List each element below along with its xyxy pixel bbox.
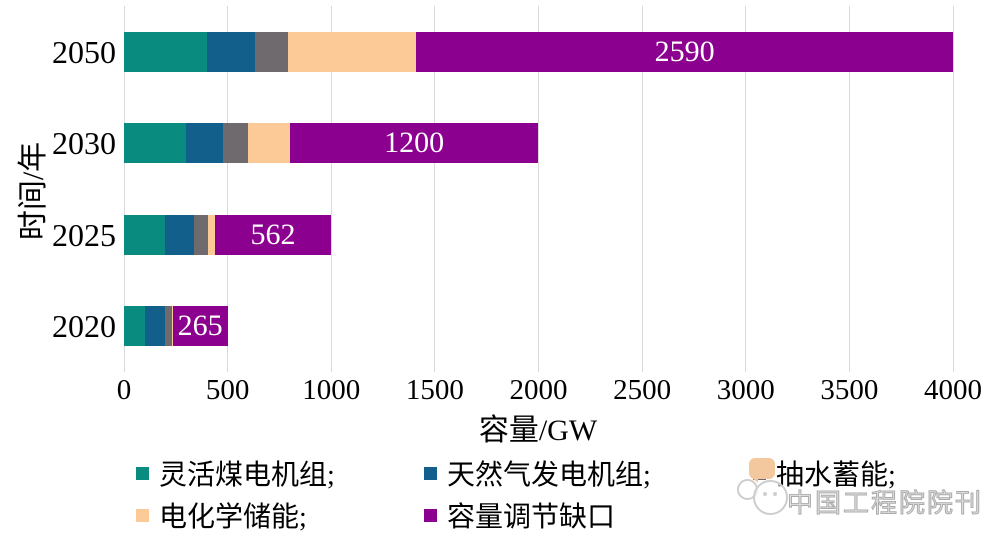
bar-segment-flexible-coal-units	[124, 306, 145, 347]
legend-marker-gas-power-units	[424, 466, 437, 480]
x-gridline	[538, 6, 539, 372]
legend-label-electrochemical-storage: 电化学储能;	[159, 502, 307, 533]
bar-segment-electrochemical-storage	[171, 306, 173, 347]
legend-marker-flexible-coal-units	[136, 466, 149, 480]
legend-marker-capacity-regulation-gap	[424, 508, 437, 522]
bar-segment-pumped-storage	[194, 214, 208, 255]
x-axis-tick-label: 0	[116, 374, 132, 406]
legend-label-flexible-coal-units: 灵活煤电机组;	[159, 460, 335, 491]
legend-item-flexible-coal-units: 灵活煤电机组;	[136, 455, 335, 491]
bar-segment-electrochemical-storage	[248, 123, 290, 164]
y-axis-title: 时间/年	[17, 141, 50, 241]
y-category-label: 2020	[52, 308, 116, 345]
legend-marker-pumped-storage	[753, 466, 766, 480]
bar-segment-capacity-regulation-gap	[416, 31, 953, 72]
x-gridline	[952, 6, 954, 372]
x-axis-tick-label: 3500	[820, 374, 879, 406]
x-gridline	[848, 6, 850, 372]
x-gridline	[123, 6, 125, 372]
bar-segment-pumped-storage	[223, 123, 249, 164]
legend-label-capacity-regulation-gap: 容量调节缺口	[447, 502, 616, 533]
x-axis-tick-label: 3000	[716, 374, 775, 406]
bar-value-label: 562	[250, 217, 296, 251]
bar-segment-capacity-regulation-gap	[214, 214, 332, 255]
x-gridline	[227, 6, 229, 372]
bar-segment-capacity-regulation-gap	[289, 123, 539, 164]
x-gridline	[641, 6, 643, 372]
bar-segment-flexible-coal-units	[124, 123, 187, 164]
bar-segment-electrochemical-storage	[287, 31, 417, 72]
x-axis-tick-label: 2000	[509, 374, 568, 406]
bar-value-label: 265	[177, 309, 223, 343]
legend-item-gas-power-units: 天然气发电机组;	[424, 455, 651, 491]
bar-segment-flexible-coal-units	[124, 31, 207, 72]
bar-segment-gas-power-units	[165, 214, 195, 255]
bar-segment-capacity-regulation-gap	[172, 306, 228, 347]
bar-segment-pumped-storage	[254, 31, 288, 72]
x-axis-tick-label: 4000	[924, 374, 982, 406]
x-gridline	[434, 6, 436, 372]
y-category-label: 2030	[52, 125, 116, 162]
bar-segment-gas-power-units	[206, 31, 255, 72]
legend-item-pumped-storage: 抽水蓄能;	[753, 455, 896, 491]
y-category-label: 2050	[52, 33, 116, 70]
legend-item-electrochemical-storage: 电化学储能;	[136, 497, 307, 533]
legend-label-pumped-storage: 抽水蓄能;	[776, 460, 896, 491]
x-axis-tick-label: 500	[205, 374, 250, 406]
bar-segment-gas-power-units	[186, 123, 224, 164]
x-gridline	[745, 6, 747, 372]
x-gridline	[330, 6, 332, 372]
bar-value-label: 1200	[384, 126, 445, 160]
x-axis-title: 容量/GW	[478, 414, 598, 447]
legend-item-capacity-regulation-gap: 容量调节缺口	[424, 497, 615, 533]
bar-segment-pumped-storage	[165, 306, 172, 347]
legend-label-gas-power-units: 天然气发电机组;	[447, 460, 651, 491]
bar-segment-flexible-coal-units	[124, 214, 166, 255]
y-category-label: 2025	[52, 216, 116, 253]
x-axis-tick-label: 1500	[405, 374, 464, 406]
bar-segment-gas-power-units	[144, 306, 166, 347]
bar-segment-electrochemical-storage	[207, 214, 215, 255]
legend-marker-electrochemical-storage	[136, 508, 149, 522]
x-axis-tick-label: 1000	[302, 374, 361, 406]
bar-value-label: 2590	[654, 34, 715, 68]
x-axis-tick-label: 2500	[613, 374, 672, 406]
